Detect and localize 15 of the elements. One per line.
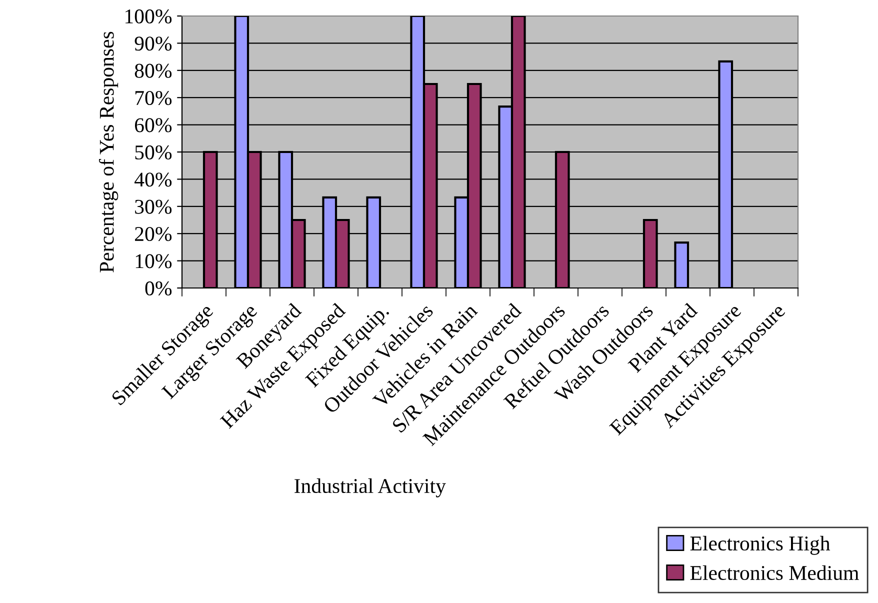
- y-tick-label: 100%: [126, 9, 172, 24]
- y-tick-label: 10%: [136, 254, 172, 268]
- legend-label: Electronics Medium: [690, 565, 859, 580]
- y-tick-label: 20%: [135, 226, 172, 242]
- y-tick-label: 90%: [134, 36, 172, 51]
- y-tick-label: 50%: [135, 145, 172, 160]
- y-tick-label: 80%: [134, 64, 172, 78]
- y-tick-label: 40%: [134, 172, 172, 187]
- x-axis-title: Industrial Activity: [294, 478, 446, 498]
- y-tick-label: 0%: [145, 281, 172, 296]
- y-tick-label: 70%: [135, 90, 172, 106]
- y-tick-label: 30%: [135, 200, 172, 214]
- y-tick-label: 60%: [134, 118, 172, 132]
- y-axis-title: Percentage of Yes Responses: [98, 32, 118, 272]
- legend-label: Electronics High: [690, 536, 830, 555]
